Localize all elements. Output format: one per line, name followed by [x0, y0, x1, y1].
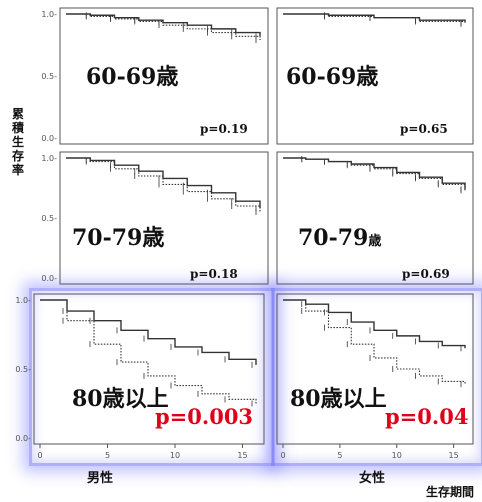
age-group-label: 70-79歳 — [298, 225, 381, 251]
panel-female-70-79: 70-79歳 p=0.69 — [276, 151, 474, 285]
survival-curve-dotted — [66, 157, 261, 212]
column-label-female: 女性 — [359, 470, 385, 486]
x-tick-label: 5 — [337, 451, 342, 460]
age-group-label: 70-79歳 — [72, 225, 164, 251]
age-group-label: 60-69歳 — [86, 64, 178, 90]
x-tick-label: 10 — [170, 451, 180, 460]
plot-frame — [33, 293, 265, 445]
x-tick-label: 0 — [280, 451, 285, 460]
survival-curve-dotted — [283, 157, 466, 191]
y-axis-label-char: 累 — [12, 107, 24, 121]
survival-curve-dotted — [283, 13, 466, 24]
age-group-label: 80歳以上 — [72, 386, 169, 412]
survival-curve-solid — [283, 157, 466, 190]
p-value-label: p=0.003 — [155, 404, 253, 429]
x-tick-label: 10 — [392, 451, 402, 460]
y-axis-label-char: 存 — [11, 148, 24, 163]
y-axis-label-char: 生 — [12, 134, 24, 149]
survival-curve-dotted — [40, 299, 257, 404]
p-value-label: p=0.19 — [200, 122, 248, 136]
p-value-label: p=0.65 — [400, 122, 448, 136]
y-tick-label: 0.5- — [41, 72, 57, 81]
survival-curve-solid — [66, 157, 261, 209]
x-tick-label: 5 — [105, 451, 110, 460]
panel-male-70-79: 0.0- 0.5- 1.0- 70-79歳 p=0.18 — [41, 151, 269, 285]
panel-male-60-69: 0.0- 0.5- 1.0- 60-69歳 p=0.19 — [41, 7, 269, 145]
survival-curve-dotted — [283, 299, 466, 385]
y-tick-label: 1.0- — [15, 296, 31, 305]
plot-frame — [276, 151, 474, 285]
y-tick-label: 0.5- — [41, 214, 57, 223]
y-tick-label: 0.5- — [15, 365, 31, 374]
y-axis-label-char: 積 — [11, 120, 25, 135]
age-group-label: 60-69歳 — [286, 64, 378, 90]
x-tick-label: 0 — [37, 451, 42, 460]
p-value-label: p=0.18 — [190, 267, 238, 281]
survival-curve-solid — [40, 299, 257, 365]
survival-curve-solid — [283, 299, 466, 349]
y-tick-label: 0.0- — [41, 274, 57, 283]
x-axis-label: 生存期間 — [426, 484, 474, 499]
panel-female-60-69: 60-69歳 p=0.65 — [276, 7, 474, 145]
plot-frame — [276, 293, 474, 445]
age-group-label: 80歳以上 — [290, 386, 387, 412]
age-suffix: 歳 — [368, 233, 381, 249]
y-tick-label: 0.0- — [15, 434, 31, 443]
x-tick-label: 15 — [449, 451, 459, 460]
y-tick-label: 0.0- — [41, 134, 57, 143]
p-value-label: p=0.04 — [385, 404, 468, 429]
y-tick-label: 1.0- — [41, 154, 57, 163]
column-label-male: 男性 — [87, 470, 113, 486]
plot-frame — [276, 7, 474, 145]
plot-frame — [59, 7, 269, 145]
plot-frame — [59, 151, 269, 285]
y-tick-label: 1.0- — [41, 10, 57, 19]
p-value-label: p=0.69 — [402, 267, 450, 281]
x-tick-label: 15 — [237, 451, 247, 460]
survival-curve-dotted — [66, 13, 261, 41]
y-axis-label-char: 率 — [12, 162, 24, 177]
